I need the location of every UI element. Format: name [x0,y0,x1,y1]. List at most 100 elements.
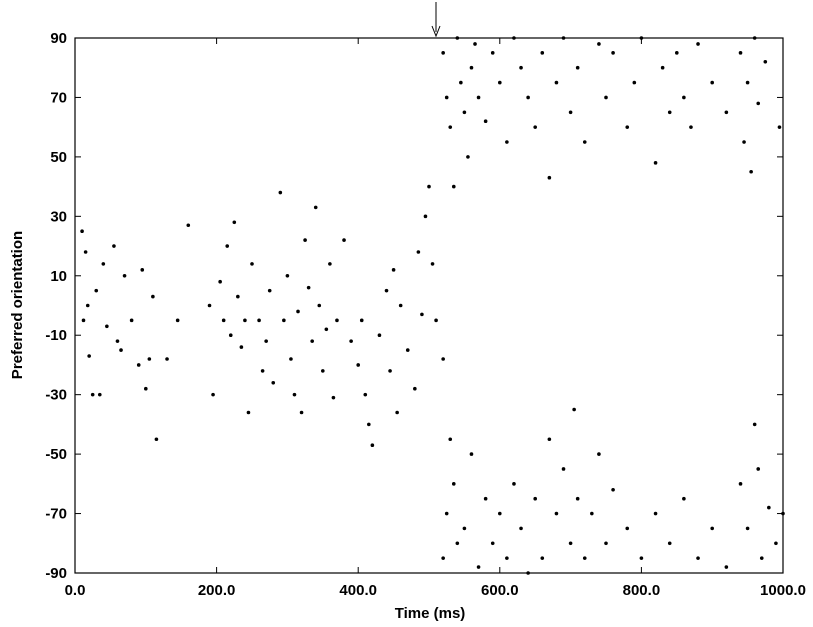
spike-dot [221,318,226,323]
spike-dot [271,380,276,385]
spike-dot [147,357,152,361]
spike-dot [519,65,523,70]
spike-dot [441,357,445,361]
spike-dot [490,541,495,546]
spike-dot [710,526,714,531]
spike-dot [554,80,559,85]
spike-dot [85,303,90,308]
x-tick-label: 800.0 [623,582,661,599]
spike-dot [228,333,233,338]
spike-dot [660,65,665,70]
spike-dot [175,318,180,323]
spike-dot [459,80,463,85]
spike-dot [94,288,99,293]
spike-dot [756,101,761,106]
spike-dot [689,125,693,129]
spike-dot [759,556,764,560]
y-tick-label: 90 [50,30,67,47]
spike-dot [742,140,746,144]
spike-dot [267,288,272,293]
spike-dot [225,244,230,248]
spike-dot [211,392,215,397]
spike-dot [90,392,95,397]
spike-dot [97,392,102,397]
spike-dot [151,294,155,299]
spike-dot [243,318,247,323]
spike-dot [575,65,580,70]
spike-dot [122,273,127,278]
spike-dot [441,51,445,55]
spike-dot [490,51,495,55]
arrow-head [431,25,441,38]
spike-dot [611,487,615,492]
spike-dot [540,51,545,55]
spike-dot [625,526,630,531]
spike-dot [119,348,123,352]
spike-dot [738,482,743,486]
spike-dot [604,541,608,546]
spike-dot [625,125,630,129]
spike-dot [597,42,601,46]
spike-dot [462,110,467,115]
spike-dot [505,556,509,560]
y-tick-label: -10 [45,327,67,344]
spike-dot [434,318,438,323]
spike-dot [561,36,566,40]
spike-dot [724,110,729,115]
y-tick-label: 30 [50,208,67,225]
spike-dot [568,541,573,546]
spike-dot [767,505,771,510]
spike-dot [154,437,159,442]
y-tick-label: 50 [50,149,67,166]
spike-dot [232,220,237,225]
spike-dot [136,363,141,367]
spike-dot [328,262,332,266]
spike-dot [140,268,145,272]
spike-dot [752,36,757,40]
spike-dot [448,437,453,442]
spike-dot [667,541,672,546]
spike-dot [246,410,251,415]
spike-dot [473,42,477,46]
spike-dot [639,556,644,560]
spike-dot [781,511,785,516]
y-tick-label: 10 [50,268,67,285]
spike-dot [384,288,389,293]
spike-dot [710,80,714,85]
spike-dot [444,511,449,516]
spike-dot [218,279,222,284]
spike-dot [239,345,244,349]
spike-dot [483,496,488,501]
y-tick-label: -50 [45,446,67,463]
spike-dot [469,65,474,70]
spike-dot [413,386,417,391]
spike-dot [81,318,86,323]
spike-dot [289,357,293,361]
spike-dot [590,511,594,516]
spike-dot [395,410,399,415]
spike-dot [526,95,530,100]
y-axis-label: Preferred orientation [9,231,26,379]
spike-dot [752,422,757,427]
spike-dot [519,526,523,531]
x-tick-label: 600.0 [481,582,519,599]
spike-dot [335,318,339,323]
spike-dot [306,285,311,290]
spike-dot [83,250,88,254]
spike-dot [165,357,169,361]
spike-dot [653,161,658,165]
y-tick-label: -90 [45,565,67,582]
spike-dot [540,556,545,560]
spike-dot [317,303,322,308]
spike-dot [260,369,265,373]
spike-dot [420,312,424,317]
spike-dot [80,229,84,233]
spike-dot [763,59,768,64]
spike-dot [745,80,750,85]
spike-dot [476,95,481,100]
spike-dot [533,125,537,129]
spike-dot [416,250,421,254]
spike-dot [738,51,743,55]
plot-frame [74,37,784,574]
